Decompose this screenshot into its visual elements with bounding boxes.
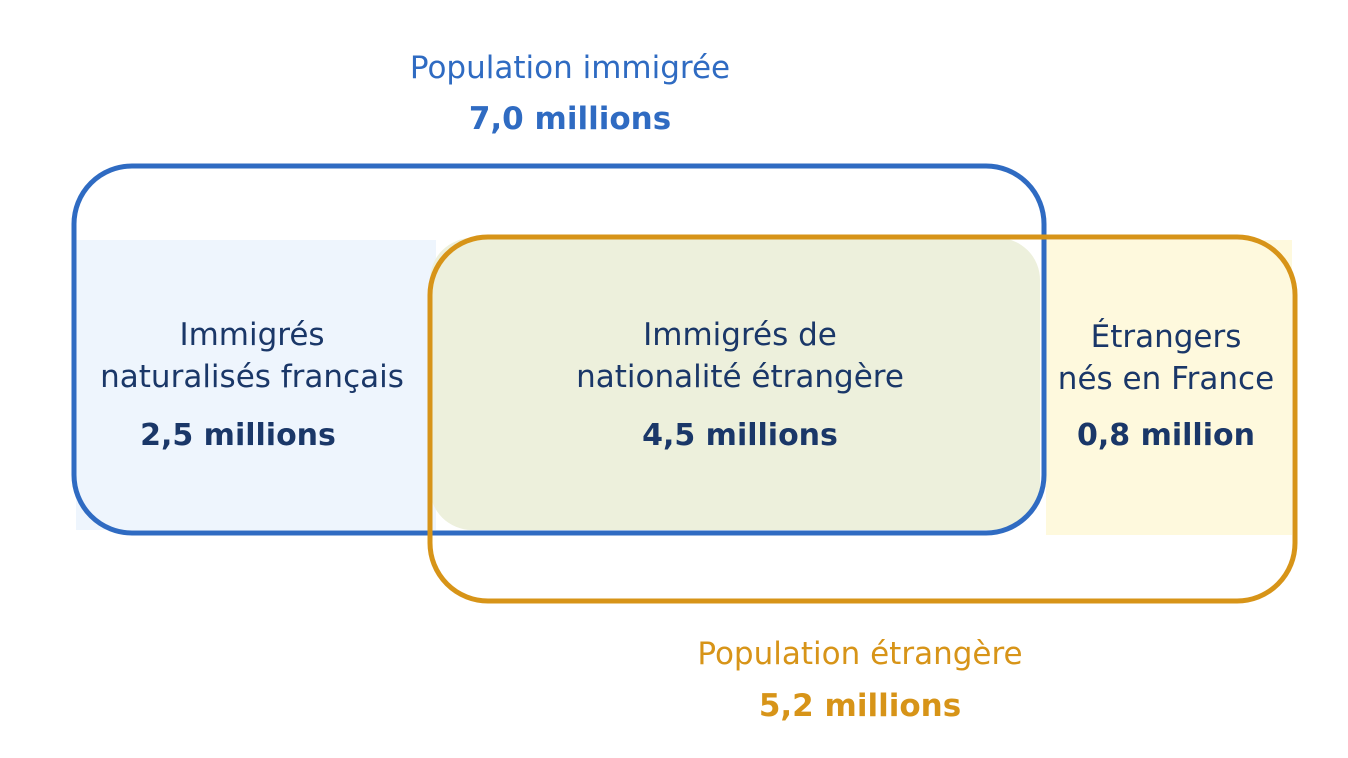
immigrant-population-value: 7,0 millions xyxy=(468,101,672,137)
foreign-population-title: Population étrangère xyxy=(697,636,1023,672)
overlap-fill xyxy=(430,238,1040,530)
foreign-population-outline xyxy=(427,234,1298,604)
naturalized-label-line2: naturalisés français xyxy=(100,359,404,395)
naturalized-value: 2,5 millions xyxy=(140,418,336,453)
born-in-france-value: 0,8 million xyxy=(1077,418,1255,453)
born-in-france-label-line1: Étrangers xyxy=(1090,319,1242,355)
foreign-nationality-value: 4,5 millions xyxy=(642,418,838,453)
foreign-only-fill xyxy=(1046,240,1292,535)
immigrant-population-outline xyxy=(71,163,1047,536)
foreign-nationality-label-line1: Immigrés de xyxy=(643,317,837,353)
naturalized-fill xyxy=(76,240,436,530)
naturalized-label-line1: Immigrés xyxy=(179,317,325,353)
foreign-nationality-label-line2: nationalité étrangère xyxy=(576,359,904,395)
immigrant-population-title: Population immigrée xyxy=(409,50,731,86)
born-in-france-label-line2: nés en France xyxy=(1057,361,1275,397)
foreign-population-value: 5,2 millions xyxy=(758,688,962,724)
